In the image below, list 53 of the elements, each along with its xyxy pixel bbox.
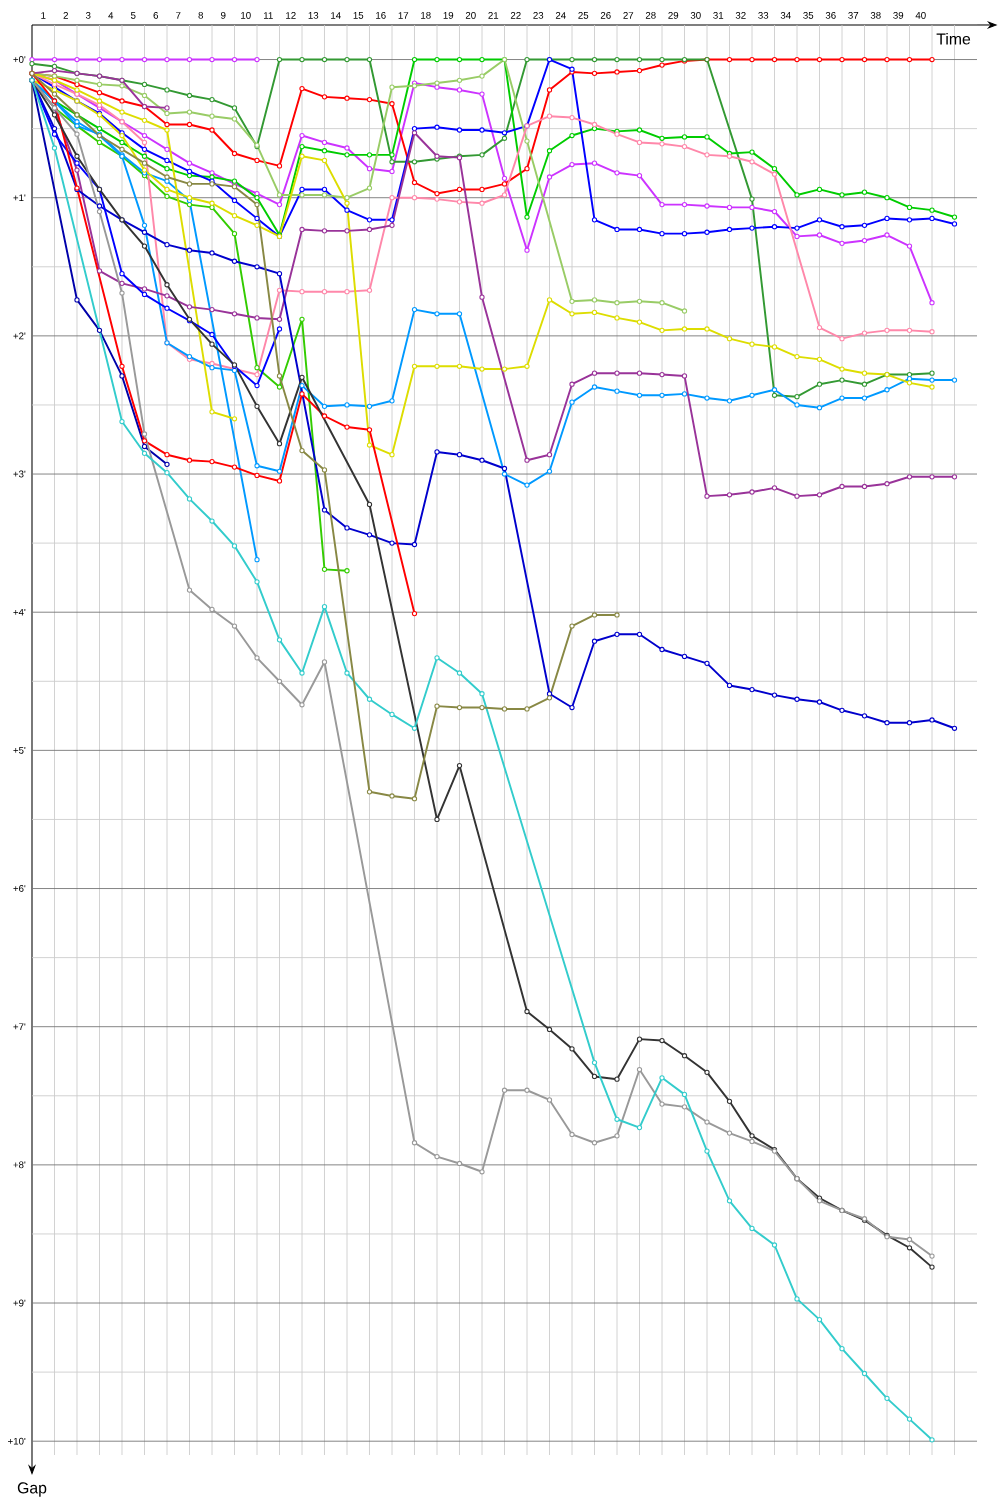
x-tick-label: 5 (130, 12, 136, 19)
y-tick-label: +6' (13, 885, 26, 892)
x-tick-label: 40 (915, 11, 926, 19)
x-tick-label: 30 (690, 11, 701, 19)
x-tick-label: 36 (825, 11, 836, 19)
x-tick-label: 27 (623, 12, 634, 19)
x-tick-label: 38 (870, 11, 881, 19)
x-tick-label: 29 (668, 11, 679, 19)
x-tick-label: 22 (510, 12, 521, 19)
x-tick-label: 39 (893, 11, 904, 19)
y-tick-label: +3' (13, 470, 26, 478)
x-tick-label: 12 (286, 12, 296, 19)
y-tick-label: +9' (13, 1299, 26, 1307)
x-tick-label: 26 (600, 11, 611, 19)
y-tick-label: +10' (8, 1437, 26, 1445)
x-tick-label: 3 (85, 11, 91, 19)
y-tick-label: +4' (13, 608, 26, 616)
x-tick-label: 10 (241, 11, 251, 19)
x-tick-label: 35 (803, 11, 814, 19)
x-tick-label: 31 (713, 11, 724, 19)
y-tick-label: +1' (13, 194, 26, 202)
x-tick-label: 18 (421, 11, 431, 19)
x-tick-label: 24 (555, 12, 566, 19)
x-tick-label: 16 (376, 11, 386, 19)
x-tick-label: 6 (153, 11, 159, 19)
y-tick-label: +0' (13, 56, 26, 63)
x-tick-label: 1 (41, 12, 46, 19)
x-tick-label: 19 (443, 11, 454, 19)
y-tick-label: +5' (13, 747, 26, 754)
x-tick-label: 13 (308, 11, 319, 19)
x-tick-label: 11 (263, 12, 273, 19)
x-tick-label: 32 (735, 11, 746, 19)
x-tick-label: 28 (645, 11, 656, 19)
x-tick-label: 37 (848, 11, 859, 19)
x-tick-label: 9 (221, 11, 226, 19)
x-tick-label: 7 (176, 12, 181, 19)
y-axis-title: Gap (17, 1482, 47, 1497)
x-tick-label: 4 (108, 12, 114, 19)
x-tick-label: 17 (398, 12, 409, 19)
x-tick-label: 8 (198, 11, 204, 19)
x-tick-label: 23 (533, 11, 544, 19)
x-tick-label: 25 (578, 11, 589, 19)
y-tick-label: +8' (13, 1161, 26, 1169)
x-tick-label: 34 (780, 11, 791, 19)
x-tick-label: 33 (758, 11, 769, 19)
x-tick-label: 14 (331, 12, 341, 19)
x-tick-label: 20 (465, 11, 476, 19)
x-tick-label: 2 (63, 12, 68, 19)
y-tick-label: +2' (13, 332, 26, 340)
y-tick-label: +7' (13, 1023, 26, 1031)
x-tick-label: 15 (353, 12, 364, 19)
x-axis-title: Time (936, 32, 971, 45)
x-tick-label: 21 (488, 12, 499, 19)
